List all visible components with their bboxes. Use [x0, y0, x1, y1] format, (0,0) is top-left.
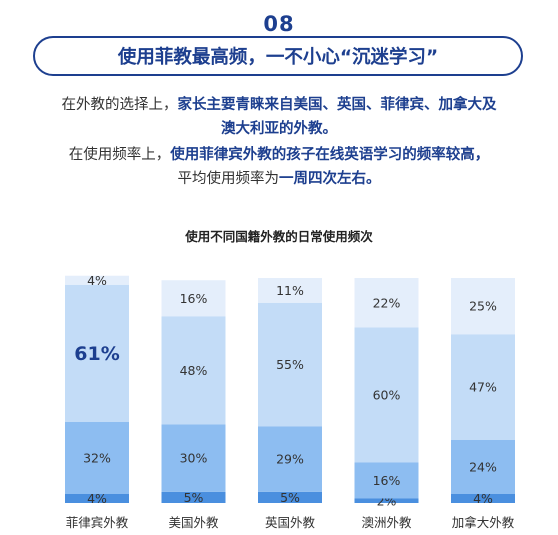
- data-label: 55%: [276, 357, 304, 372]
- chart-bars: 4% 32% 61% 4% 菲律宾外教 5% 30% 48% 16% 美国外教 5% 29% 55% 11…: [65, 273, 515, 530]
- bar-segment: [258, 491, 322, 503]
- summary-line-1-highlight: 家长主要青睐来自美国、英国、菲律宾、加拿大及: [177, 97, 497, 113]
- bar-segment: [451, 334, 515, 440]
- summary-line-4-highlight: 一周四次左右。: [279, 171, 381, 187]
- category-label: 澳洲外教: [361, 515, 412, 530]
- data-label: 24%: [469, 460, 497, 475]
- data-label: 30%: [180, 451, 208, 466]
- category-label: 加拿大外教: [452, 515, 515, 530]
- summary-line-4-plain: 平均使用频率为: [177, 171, 280, 187]
- data-label: 5%: [184, 490, 204, 505]
- bar-segment: [65, 494, 129, 503]
- data-label: 4%: [87, 273, 107, 288]
- bar-segment: [354, 278, 419, 328]
- category-label: 英国外教: [265, 515, 316, 530]
- bar-segment: [65, 422, 129, 494]
- bar-segment: [161, 280, 226, 317]
- data-label: 60%: [373, 388, 401, 403]
- bar-segment: [161, 316, 226, 425]
- chart-title: 使用不同国籍外教的日常使用频次: [184, 229, 373, 244]
- bar-segment: [65, 275, 129, 285]
- section-number: 08: [263, 12, 295, 36]
- data-label: 22%: [373, 295, 401, 310]
- headline-text: 使用菲教最高频，一不小心“沉迷学习”: [117, 47, 439, 68]
- data-label: 11%: [276, 283, 304, 298]
- bar-segment: [161, 491, 226, 503]
- data-label: 29%: [276, 452, 304, 467]
- data-label: 5%: [280, 490, 300, 505]
- category-label: 菲律宾外教: [66, 515, 129, 530]
- category-label: 美国外教: [168, 515, 219, 530]
- bar-segment: [451, 278, 515, 335]
- data-label: 16%: [180, 291, 208, 306]
- bar-segment: [65, 284, 129, 422]
- summary-line-1-plain: 在外教的选择上，: [61, 97, 178, 113]
- data-label: 16%: [373, 473, 401, 488]
- data-label: 47%: [469, 380, 497, 395]
- data-label: 4%: [87, 491, 107, 506]
- bar-segment: [354, 462, 419, 499]
- bar-segment: [354, 327, 419, 463]
- bar-segment: [354, 498, 419, 503]
- bar-segment: [258, 302, 322, 427]
- bar-segment: [258, 278, 322, 303]
- bar-segment: [451, 494, 515, 503]
- summary-line-1: 在外教的选择上，家长主要青睐来自美国、英国、菲律宾、加拿大及: [24, 93, 534, 117]
- summary-line-3-plain: 在使用频率上，: [68, 147, 171, 163]
- headline-banner: 使用菲教最高频，一不小心“沉迷学习”: [33, 36, 523, 76]
- data-label: 61%: [74, 343, 119, 365]
- summary-line-3-highlight: 使用菲律宾外教的孩子在线英语学习的频率较高，: [170, 147, 490, 163]
- summary-line-2: 澳大利亚的外教。: [24, 117, 534, 141]
- bar-segment: [161, 424, 226, 492]
- data-label: 32%: [83, 451, 111, 466]
- summary-line-4: 平均使用频率为一周四次左右。: [24, 167, 534, 191]
- data-label: 48%: [180, 363, 208, 378]
- bar-segment: [451, 440, 515, 494]
- summary-line-2-highlight: 澳大利亚的外教。: [221, 121, 337, 137]
- bar-segment: [258, 426, 322, 492]
- data-label: 25%: [469, 299, 497, 314]
- data-label: 4%: [473, 491, 493, 506]
- summary-line-3: 在使用频率上，使用菲律宾外教的孩子在线英语学习的频率较高，: [24, 143, 534, 167]
